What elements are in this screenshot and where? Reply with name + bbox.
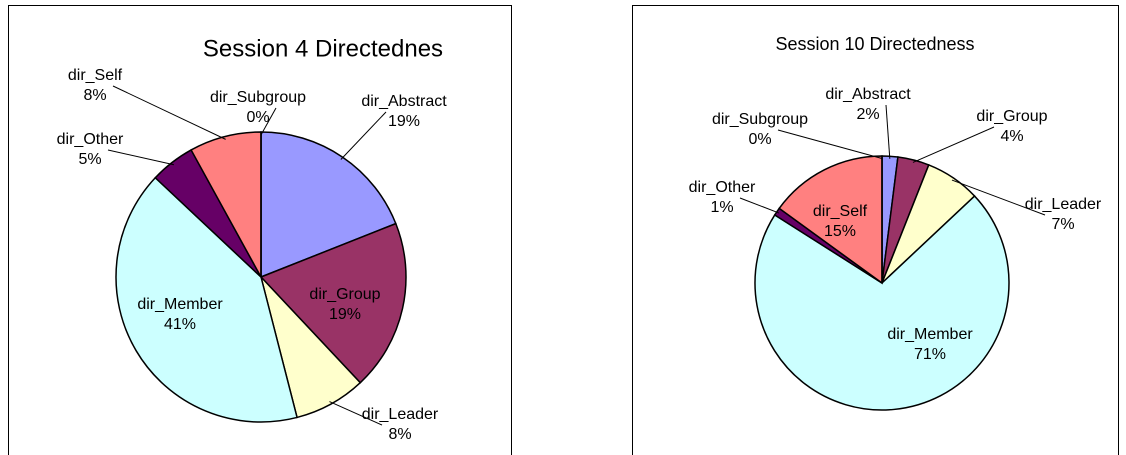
slice-value-label: 15% xyxy=(824,223,856,240)
slice-value-label: 0% xyxy=(246,109,269,126)
slice-value-label: 7% xyxy=(1051,216,1074,233)
slice-value-label: 1% xyxy=(710,199,733,216)
leader-line xyxy=(107,149,175,166)
slice-value-label: 8% xyxy=(388,426,411,443)
leader-line xyxy=(260,107,277,136)
chart-title: Session 4 Directednes xyxy=(203,35,443,62)
slice-value-label: 19% xyxy=(329,306,361,323)
leader-line xyxy=(739,197,780,214)
slice-label: dir_Subgroup xyxy=(712,111,808,128)
slice-label: dir_Member xyxy=(137,296,223,313)
slice-label: dir_Self xyxy=(68,67,123,84)
slice-label: dir_Subgroup xyxy=(210,89,306,106)
slice-value-label: 5% xyxy=(78,151,101,168)
chart-title: Session 10 Directedness xyxy=(775,34,974,54)
pie-slice xyxy=(259,222,407,384)
pie-slice xyxy=(754,195,1010,411)
leader-line xyxy=(340,111,387,160)
slice-label: dir_Abstract xyxy=(361,93,447,110)
slice-value-label: 41% xyxy=(164,316,196,333)
slice-label: dir_Self xyxy=(813,203,868,220)
slice-value-label: 8% xyxy=(83,87,106,104)
leader-line xyxy=(951,179,1046,216)
slice-value-label: 0% xyxy=(748,131,771,148)
slice-value-label: 71% xyxy=(914,346,946,363)
slice-value-label: 19% xyxy=(388,113,420,130)
leader-line xyxy=(885,104,891,159)
slice-label: dir_Other xyxy=(689,179,756,196)
leader-line xyxy=(777,129,883,160)
leader-line xyxy=(329,401,383,426)
slice-label: dir_Group xyxy=(309,286,380,303)
slice-label: dir_Group xyxy=(976,108,1047,125)
slice-label: dir_Leader xyxy=(362,406,439,423)
leader-line xyxy=(112,85,226,140)
slice-label: dir_Member xyxy=(887,326,973,343)
slice-label: dir_Other xyxy=(57,131,124,148)
slice-label: dir_Leader xyxy=(1025,196,1102,213)
slice-value-label: 4% xyxy=(1000,128,1023,145)
slice-label: dir_Abstract xyxy=(825,86,911,103)
pie-slice xyxy=(115,176,298,423)
leader-line xyxy=(912,126,995,163)
slice-value-label: 2% xyxy=(856,106,879,123)
